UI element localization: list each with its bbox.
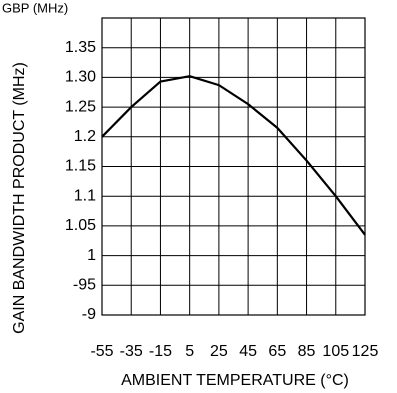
y-tick-label: -9 bbox=[82, 306, 96, 323]
x-axis-title: AMBIENT TEMPERATURE (°C) bbox=[121, 372, 349, 389]
y-tick-label: -95 bbox=[73, 277, 96, 294]
chart-title: GBP (MHz) bbox=[2, 0, 68, 15]
x-tick-label: 65 bbox=[268, 343, 286, 360]
x-tick-label: -15 bbox=[149, 343, 172, 360]
y-tick-label: 1.15 bbox=[65, 158, 96, 175]
x-tick-label: -35 bbox=[120, 343, 143, 360]
data-line bbox=[101, 75, 366, 236]
y-tick-label: 1.25 bbox=[65, 98, 96, 115]
x-tick-label: 5 bbox=[185, 343, 194, 360]
y-tick-label: 1 bbox=[87, 247, 96, 264]
y-tick-label: 1.30 bbox=[65, 69, 96, 86]
x-tick-label: 125 bbox=[352, 343, 379, 360]
y-tick-label: 1.05 bbox=[65, 217, 96, 234]
y-axis-title: GAIN BANDWIDTH PRODUCT (MHz) bbox=[11, 62, 28, 334]
x-tick-label: 25 bbox=[210, 343, 228, 360]
y-tick-label: 1.35 bbox=[65, 39, 96, 56]
x-tick-label: -55 bbox=[90, 343, 113, 360]
y-tick-label: 1.1 bbox=[74, 187, 96, 204]
x-tick-label: 85 bbox=[298, 343, 316, 360]
y-tick-label: 1.2 bbox=[74, 128, 96, 145]
x-tick-label: 105 bbox=[322, 343, 349, 360]
x-tick-label: 45 bbox=[239, 343, 257, 360]
